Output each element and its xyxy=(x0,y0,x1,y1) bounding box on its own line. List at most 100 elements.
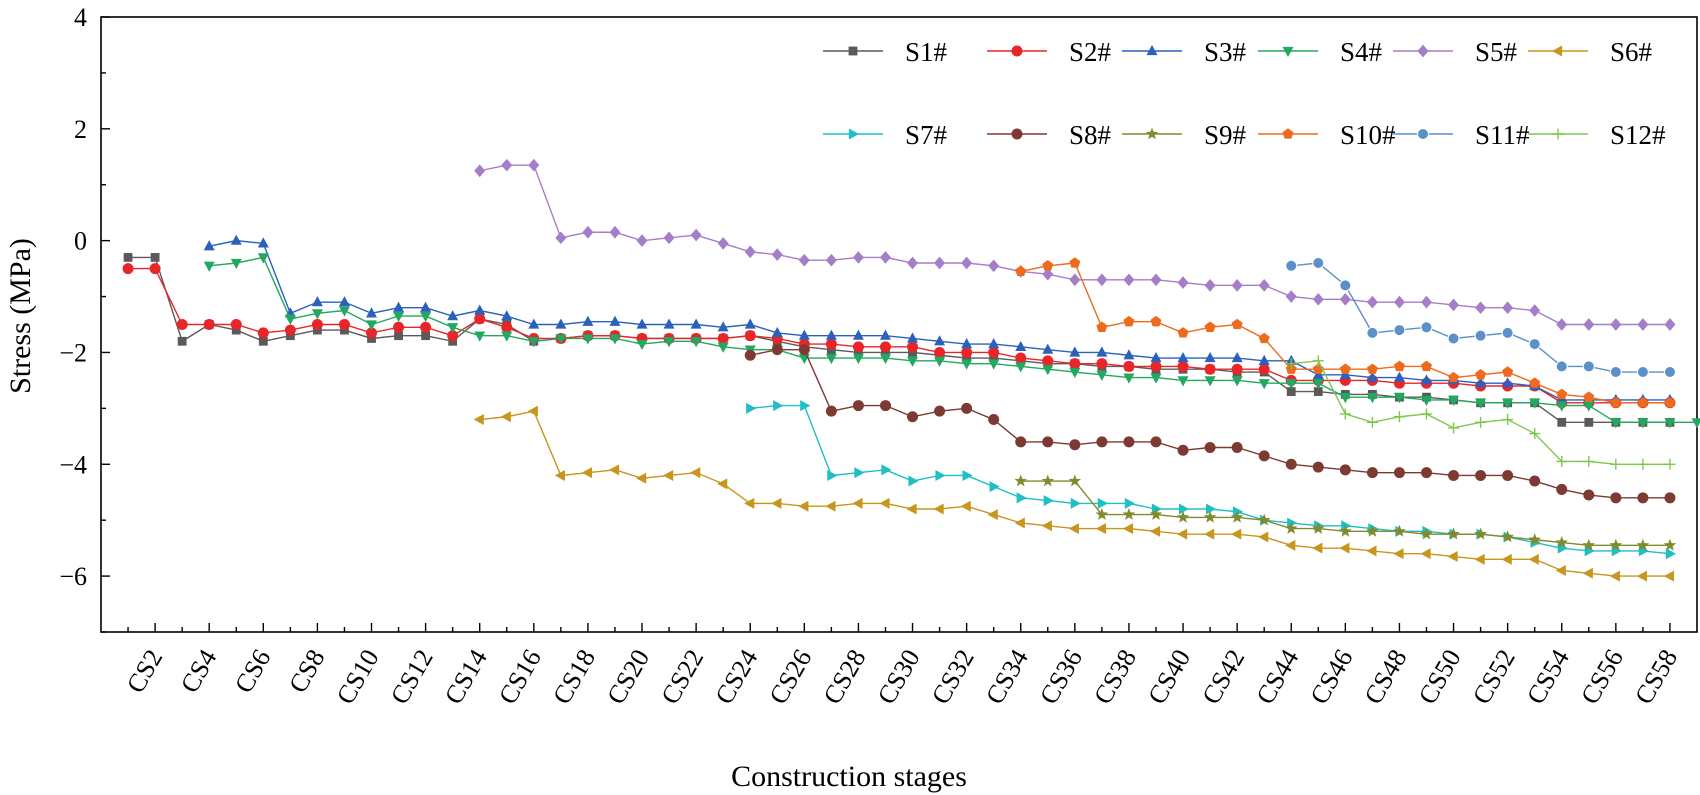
series-s7 xyxy=(746,400,1676,560)
y-axis-title: Stress (MPa) xyxy=(4,238,37,394)
data-point xyxy=(340,325,349,335)
data-point xyxy=(1583,318,1595,331)
data-point xyxy=(1393,411,1405,423)
data-point xyxy=(961,359,973,370)
data-point xyxy=(1282,128,1294,139)
data-point xyxy=(1258,332,1270,344)
data-point xyxy=(1582,360,1595,373)
series-s12 xyxy=(1285,355,1676,470)
data-point xyxy=(1286,387,1296,396)
data-point xyxy=(1556,483,1568,495)
data-point xyxy=(1123,273,1135,287)
data-point xyxy=(717,321,729,332)
data-point xyxy=(393,301,405,312)
data-point xyxy=(771,248,783,261)
series-line xyxy=(479,164,1670,326)
data-point xyxy=(609,334,621,345)
data-point xyxy=(1069,257,1081,268)
data-point xyxy=(1282,46,1294,58)
data-point xyxy=(989,481,1000,493)
legend-item: S1# xyxy=(823,37,948,67)
legend-item: S2# xyxy=(987,37,1112,67)
series-s8 xyxy=(744,344,1676,504)
data-point xyxy=(1231,318,1243,330)
data-point xyxy=(1070,497,1081,509)
series-s6 xyxy=(473,405,1675,582)
data-point xyxy=(744,497,755,509)
data-point xyxy=(1609,570,1620,582)
data-point xyxy=(284,324,296,336)
data-point xyxy=(1258,279,1270,292)
data-point xyxy=(798,500,809,512)
data-point xyxy=(1014,474,1028,487)
x-tick-label: CS34 xyxy=(980,645,1034,710)
series-s10 xyxy=(1015,257,1676,408)
data-point xyxy=(690,318,702,329)
data-point xyxy=(231,325,241,335)
data-point xyxy=(1150,315,1162,327)
data-point xyxy=(123,253,133,262)
data-point xyxy=(1285,290,1297,303)
data-point xyxy=(907,332,919,343)
series-s3 xyxy=(203,234,1676,405)
data-point xyxy=(1557,417,1567,427)
data-point xyxy=(1529,377,1541,388)
data-point xyxy=(1231,351,1243,363)
data-point xyxy=(394,331,403,341)
legend: S1# S2# S3# S4# S5# S6# S7# S8# S9# S10# S11# S12# xyxy=(823,37,1666,150)
legend-label: S6# xyxy=(1610,37,1653,67)
data-point xyxy=(1475,416,1487,428)
data-point xyxy=(746,402,757,414)
data-point xyxy=(1366,295,1378,309)
data-point xyxy=(1664,318,1676,331)
data-point xyxy=(1042,260,1054,271)
data-point xyxy=(1637,418,1649,429)
data-point xyxy=(1609,366,1622,379)
data-point xyxy=(1011,45,1023,57)
data-point xyxy=(1204,279,1216,292)
data-point xyxy=(1420,395,1432,407)
data-point xyxy=(1145,127,1159,140)
data-point xyxy=(230,258,242,270)
data-point xyxy=(1637,458,1649,470)
x-tick-label: CS46 xyxy=(1305,645,1359,710)
data-point xyxy=(420,321,432,333)
data-point xyxy=(1231,363,1243,375)
data-point xyxy=(1011,128,1023,140)
x-tick-label: CS8 xyxy=(283,645,331,698)
data-point xyxy=(1231,376,1243,387)
data-point xyxy=(1502,398,1514,409)
data-point xyxy=(1555,360,1568,373)
legend-item: S12# xyxy=(1528,120,1666,150)
data-point xyxy=(1178,503,1190,515)
data-point xyxy=(338,319,350,330)
data-point xyxy=(1233,506,1244,518)
data-point xyxy=(1258,363,1270,375)
data-point xyxy=(1528,338,1541,351)
x-tick-label: CS54 xyxy=(1521,645,1575,710)
x-tick-label: CS2 xyxy=(121,645,169,698)
data-point xyxy=(203,261,215,272)
data-point xyxy=(1366,545,1377,557)
data-point xyxy=(907,256,919,270)
data-point xyxy=(1095,523,1107,535)
data-point xyxy=(854,348,863,357)
data-point xyxy=(555,334,567,345)
data-point xyxy=(554,469,565,481)
data-point xyxy=(1124,497,1135,509)
data-point xyxy=(907,341,919,353)
data-point xyxy=(1015,362,1027,373)
data-point xyxy=(1258,531,1269,543)
data-point xyxy=(1610,318,1622,331)
data-point xyxy=(961,346,973,358)
data-point xyxy=(934,335,946,346)
series-line xyxy=(479,410,1670,577)
data-point xyxy=(1447,527,1460,540)
x-tick-label: CS14 xyxy=(439,645,493,710)
legend-item: S9# xyxy=(1122,120,1247,150)
data-point xyxy=(1341,520,1352,532)
data-point xyxy=(879,400,891,412)
data-point xyxy=(1501,553,1512,565)
data-point xyxy=(1555,535,1569,548)
x-tick-label: CS58 xyxy=(1629,645,1683,710)
